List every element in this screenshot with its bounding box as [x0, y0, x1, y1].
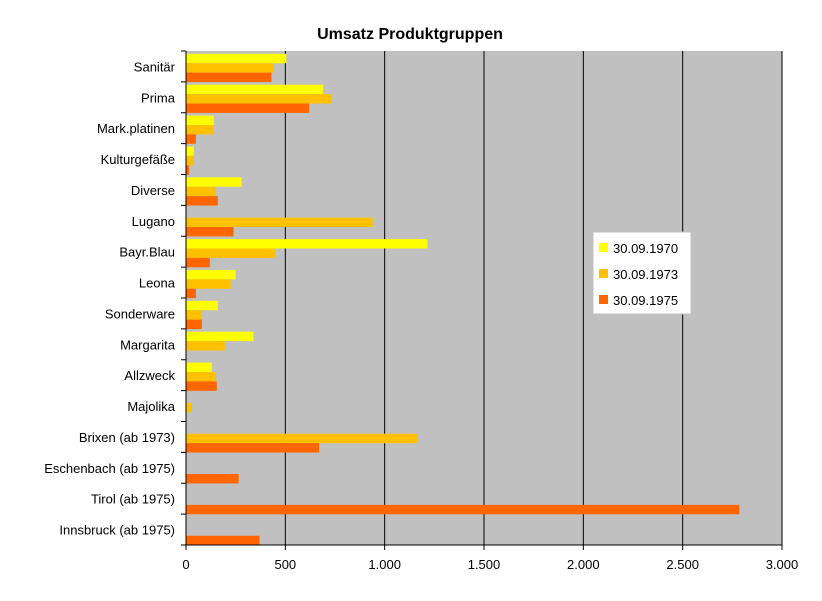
bar-9-0	[186, 331, 254, 342]
category-label-12: Brixen (ab 1973)	[79, 430, 175, 445]
category-label-8: Sonderware	[105, 306, 175, 321]
category-label-7: Leona	[139, 276, 176, 291]
bar-0-0	[186, 53, 287, 64]
bar-2-1	[186, 124, 214, 135]
tick-labels: 0 500 1.000 1.500 2.000 2.500 3.000	[182, 557, 798, 572]
category-label-2: Mark.platinen	[97, 121, 175, 136]
bar-3-2	[186, 165, 189, 175]
category-label-0: Sanitär	[134, 59, 176, 74]
tick-label-1: 500	[274, 557, 296, 572]
bar-12-2	[186, 443, 320, 453]
category-label-11: Majolika	[127, 399, 175, 414]
axes	[181, 50, 783, 550]
bar-1-2	[186, 103, 310, 113]
bar-5-2	[186, 227, 234, 237]
tick-label-4: 2.000	[567, 557, 600, 572]
bar-6-1	[186, 248, 276, 258]
bar-7-1	[186, 279, 231, 289]
category-label-3: Kulturgefäße	[101, 152, 175, 167]
category-label-4: Diverse	[131, 183, 175, 198]
category-label-1: Prima	[141, 90, 176, 105]
bar-11-1	[186, 402, 192, 413]
tick-label-3: 1.500	[468, 557, 501, 572]
category-label-13: Eschenbach (ab 1975)	[44, 461, 175, 476]
grid-lines	[284, 51, 783, 545]
bar-4-1	[186, 186, 216, 197]
bar-8-2	[186, 319, 202, 330]
legend-swatch-1	[599, 269, 608, 278]
bar-10-1	[186, 371, 216, 382]
bars	[186, 53, 740, 546]
bar-1-0	[186, 84, 324, 95]
category-label-6: Bayr.Blau	[119, 245, 175, 260]
bar-2-2	[186, 134, 196, 144]
bar-0-1	[186, 63, 274, 73]
tick-label-5: 2.500	[666, 557, 699, 572]
bar-7-2	[186, 288, 196, 299]
bar-6-2	[186, 257, 210, 268]
tick-label-6: 3.000	[766, 557, 799, 572]
category-label-9: Margarita	[120, 337, 176, 352]
bar-12-1	[186, 433, 418, 444]
tick-label-2: 1.000	[368, 557, 401, 572]
bar-9-1	[186, 341, 225, 351]
legend-label-1: 30.09.1973	[613, 267, 678, 282]
legend-swatch-0	[599, 243, 608, 252]
legend-label-2: 30.09.1975	[613, 293, 678, 308]
chart-title: Umsatz Produktgruppen	[317, 26, 503, 43]
bar-14-2	[186, 504, 740, 515]
tick-label-0: 0	[182, 557, 189, 572]
legend-swatch-2	[599, 295, 608, 304]
category-label-14: Tirol (ab 1975)	[91, 492, 175, 507]
bar-8-0	[186, 300, 218, 311]
bar-10-0	[186, 362, 212, 372]
category-label-5: Lugano	[132, 214, 175, 229]
bar-15-2	[186, 535, 260, 546]
bar-0-2	[186, 72, 272, 83]
bar-1-1	[186, 94, 332, 104]
bar-13-2	[186, 474, 239, 484]
bar-2-0	[186, 115, 214, 125]
bar-3-1	[186, 155, 194, 166]
bar-3-0	[186, 146, 194, 156]
bar-6-0	[186, 239, 428, 249]
bar-4-0	[186, 177, 242, 187]
bar-4-2	[186, 196, 218, 206]
legend: 30.09.1970 30.09.1973 30.09.1975	[592, 231, 692, 315]
category-label-10: Allzweck	[124, 368, 175, 383]
legend-box	[592, 231, 692, 315]
bar-8-1	[186, 310, 202, 320]
category-label-15: Innsbruck (ab 1975)	[59, 523, 175, 538]
bar-5-1	[186, 217, 373, 228]
category-labels: Sanitär Prima Mark.platinen Kulturgefäße Div…	[44, 59, 176, 537]
bar-7-0	[186, 269, 236, 280]
bar-10-2	[186, 381, 217, 391]
legend-label-0: 30.09.1970	[613, 241, 678, 256]
